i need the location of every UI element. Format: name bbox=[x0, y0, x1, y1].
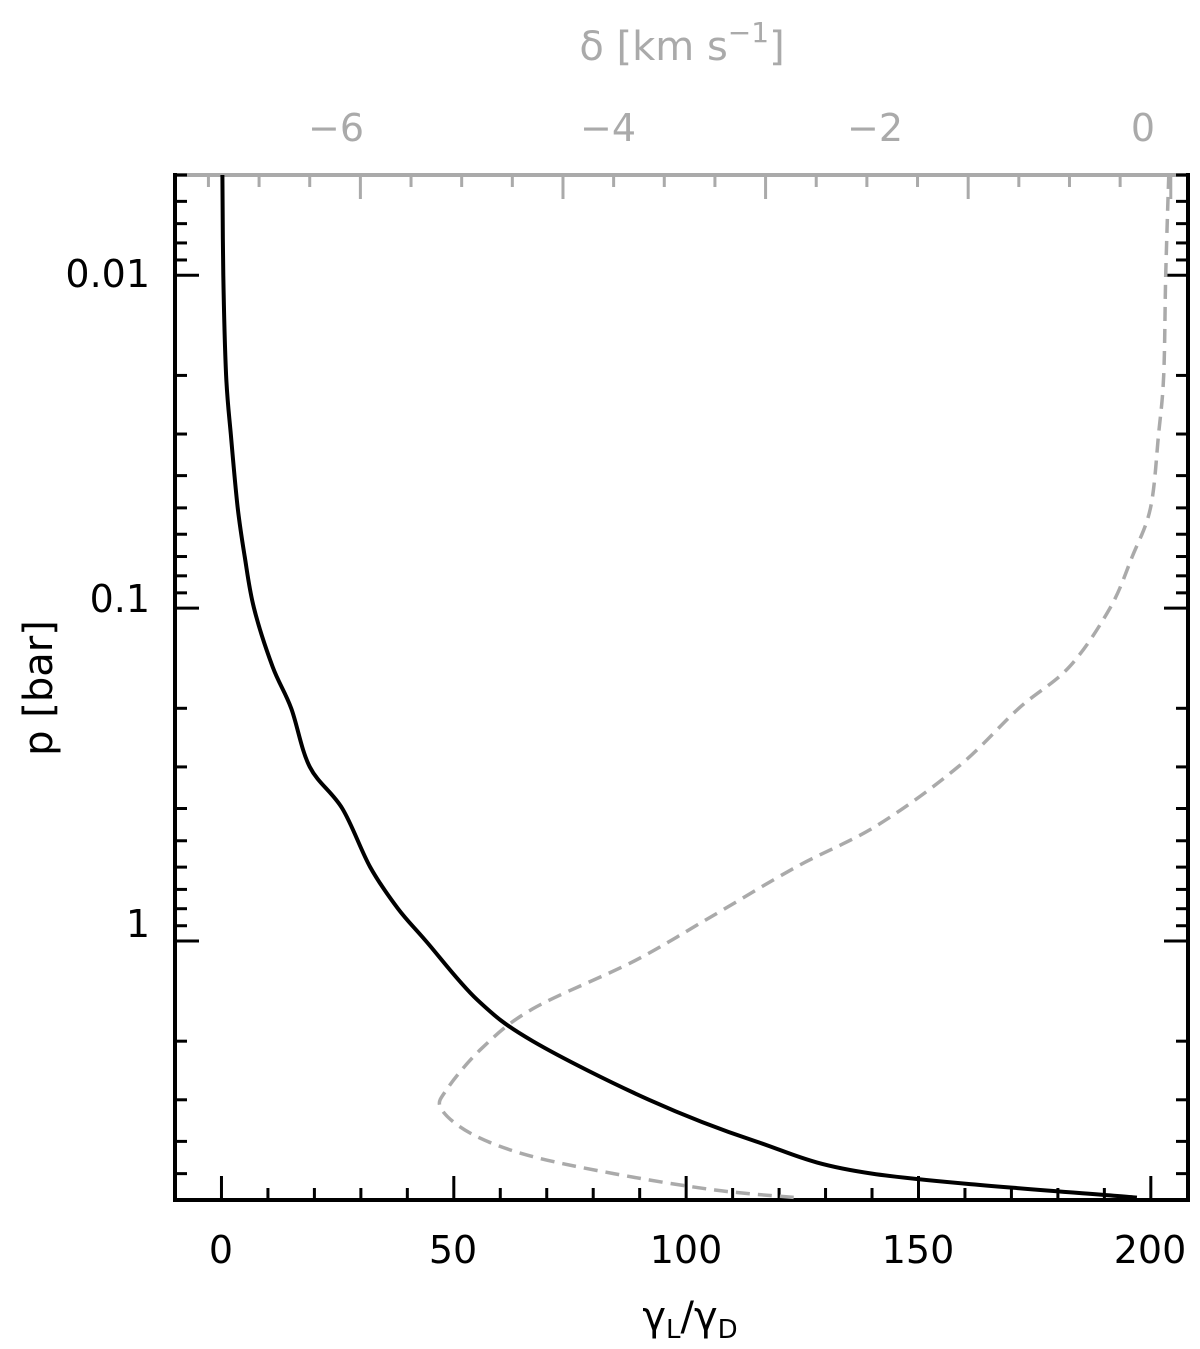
x2-axis-label: δ [km s−1] bbox=[579, 16, 784, 70]
x2-tick-label-minus2: −2 bbox=[847, 106, 903, 150]
x2-axis-label-sup: −1 bbox=[728, 16, 769, 49]
x2-axis-label-main: δ [km s bbox=[579, 24, 727, 70]
x-tick-label-150: 150 bbox=[882, 1228, 955, 1272]
y-tick-label-01: 0.1 bbox=[90, 577, 150, 621]
x-axis-label-gamma: γ bbox=[642, 1294, 666, 1340]
y-axis-label: p [bar] bbox=[16, 620, 62, 756]
bottom-left-right-axes bbox=[173, 173, 1190, 1202]
gamma-ratio-solid-curve bbox=[220, 174, 1138, 1200]
x-axis-label: γL/γD bbox=[642, 1294, 737, 1345]
x-tick-label-200: 200 bbox=[1114, 1228, 1187, 1272]
x-axis-label-sub-l: L bbox=[666, 1315, 681, 1345]
x2-tick-label-minus4: −4 bbox=[580, 106, 636, 150]
x2-axis-label-close: ] bbox=[769, 24, 785, 70]
x-axis-label-gamma-2: γ bbox=[694, 1294, 718, 1340]
x-tick-label-0: 0 bbox=[209, 1228, 233, 1272]
delta-dashed-curve bbox=[437, 174, 1171, 1200]
x-tick-label-50: 50 bbox=[429, 1228, 477, 1272]
top-axis bbox=[175, 173, 1188, 199]
y-tick-label-1: 1 bbox=[126, 902, 150, 946]
x-axis-label-slash: / bbox=[680, 1294, 694, 1340]
x-axis-label-sub-d: D bbox=[718, 1315, 738, 1345]
x-tick-label-100: 100 bbox=[650, 1228, 723, 1272]
x2-tick-label-0: 0 bbox=[1131, 106, 1155, 150]
x2-tick-label-minus6: −6 bbox=[308, 106, 364, 150]
series-layer bbox=[220, 174, 1171, 1200]
y-tick-label-001: 0.01 bbox=[65, 252, 150, 296]
